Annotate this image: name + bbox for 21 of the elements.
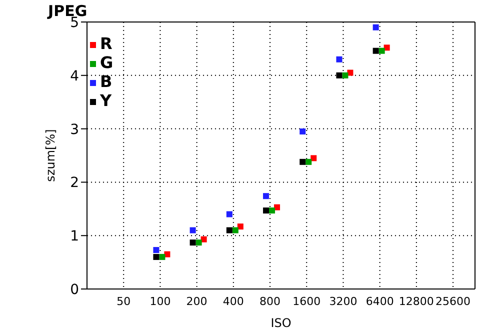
y-tick-label: 1 bbox=[70, 228, 79, 245]
y-tick-label: 0 bbox=[70, 282, 79, 298]
y-tick-label: 4 bbox=[70, 68, 80, 84]
legend-label: R bbox=[100, 34, 112, 53]
y-axis-title: szum[%] bbox=[43, 129, 58, 182]
x-tick-label: 100 bbox=[150, 294, 171, 308]
x-tick-label: 3200 bbox=[329, 294, 358, 308]
x-tick-label: 25600 bbox=[436, 294, 471, 308]
x-tick-label: 800 bbox=[260, 294, 281, 308]
legend-label: B bbox=[100, 72, 112, 91]
legend-label: Y bbox=[100, 91, 112, 110]
y-tick-label: 2 bbox=[70, 175, 79, 192]
x-tick-label: 6400 bbox=[366, 294, 394, 308]
x-axis-title: ISO bbox=[270, 316, 292, 330]
x-tick-label: 50 bbox=[116, 294, 131, 308]
x-tick-label: 200 bbox=[186, 294, 208, 308]
x-tick-label: 12800 bbox=[398, 294, 434, 308]
y-tick-label: 3 bbox=[70, 122, 79, 138]
x-tick-label: 1600 bbox=[292, 294, 321, 308]
legend-label: G bbox=[100, 53, 114, 72]
x-tick-label: 400 bbox=[222, 294, 244, 308]
